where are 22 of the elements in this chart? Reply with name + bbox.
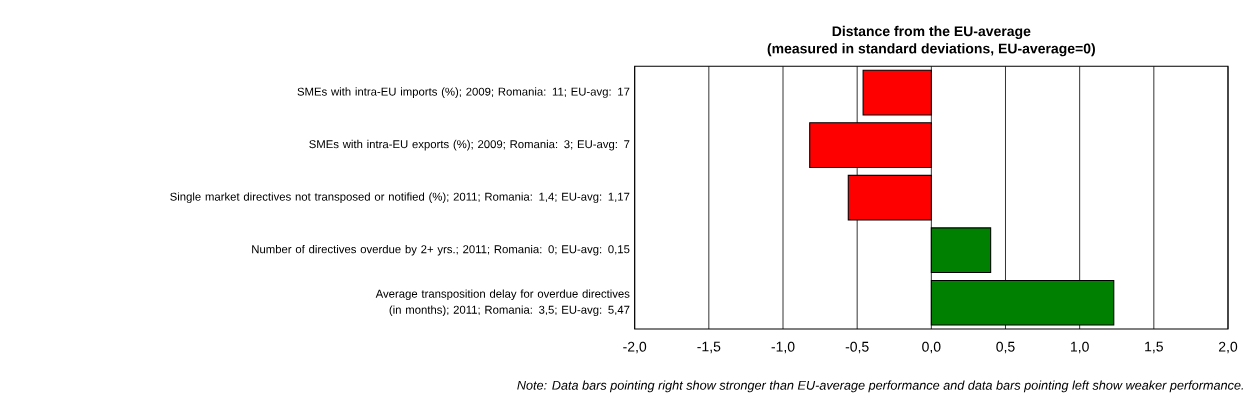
x-tick-label: -2,0 [623,341,647,354]
x-tick-label: 0,5 [996,341,1015,354]
text: Note: Data bars pointing right show stronger than EU-average performance and data bars pointing left show weaker performance. [517,380,1243,393]
x-tick-label: -1,5 [697,341,721,354]
y-tick-label: SMEs with intra-EU imports (%); 2009; Romania: 11; EU-avg: 17 [297,87,630,98]
x-tick-label: 1,0 [1071,341,1089,354]
bar [862,69,932,116]
x-tick-label: -1,0 [771,341,795,354]
y-tick-label: Average transposition delay for overdue directives (in months); 2011; Romania: 3,5; EU-avg: 5,47 [375,289,630,317]
y-tick-label: Single market directives not transposed or notified (%); 2011; Romania: 1,4; EU-avg: 1,17 [170,192,630,203]
bar [847,174,932,221]
bar [930,279,1115,326]
x-tick-label: -0,5 [845,341,869,354]
x-tick-label: 2,0 [1218,341,1238,354]
y-tick-label: Number of directives overdue by 2+ yrs.; 2011; Romania: 0; EU-avg: 0,15 [252,244,630,256]
bar [930,227,992,274]
chart-subtitle: (measured in standard deviations, EU-average=0) [767,43,1095,57]
y-tick-label: SMEs with intra-EU exports (%); 2009; Romania: 3; EU-avg: 7 [309,139,630,151]
bar [809,122,932,169]
chart-title: Distance from the EU-average [832,25,1031,39]
x-tick-label: 1,5 [1145,341,1163,354]
x-tick-label: 0,0 [922,341,941,354]
